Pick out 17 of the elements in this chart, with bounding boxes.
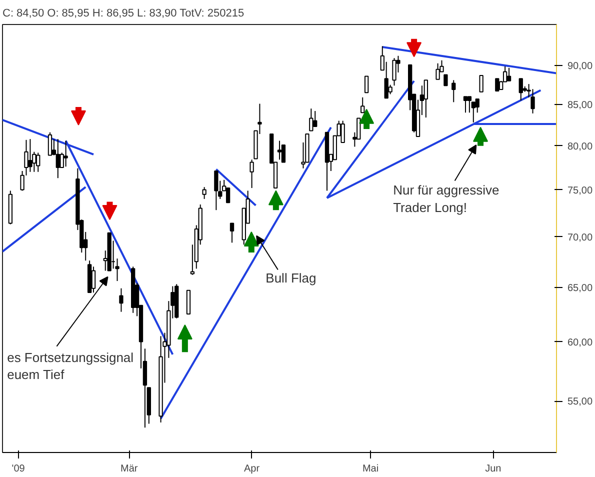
annotation: es Fortsetzungssignal euem Tief (7, 350, 134, 382)
x-tick-label: Jun (485, 464, 502, 474)
x-tick-label: '09 (12, 464, 26, 474)
y-tick-label: 60,00 (568, 337, 593, 348)
y-tick-label: 80,00 (568, 141, 593, 152)
y-tick-label: 55,00 (568, 396, 593, 408)
annotation: Nur für aggressive Trader Long! (393, 182, 500, 215)
y-tick-label: 90,00 (568, 61, 593, 72)
y-tick-label: 75,00 (568, 185, 593, 196)
y-tick-label: 70,00 (568, 232, 593, 244)
x-tick-label: Apr (244, 464, 260, 474)
chart-title: C: 84,50 O: 85,95 H: 86,95 L: 83,90 TotV: 250215 (2, 8, 244, 20)
annotation: Bull Flag (266, 270, 316, 286)
x-tick-label: Mär (120, 464, 138, 474)
y-tick-label: 85,00 (568, 100, 593, 112)
x-tick-label: Mai (362, 464, 379, 474)
y-tick-label: 65,00 (568, 282, 593, 294)
